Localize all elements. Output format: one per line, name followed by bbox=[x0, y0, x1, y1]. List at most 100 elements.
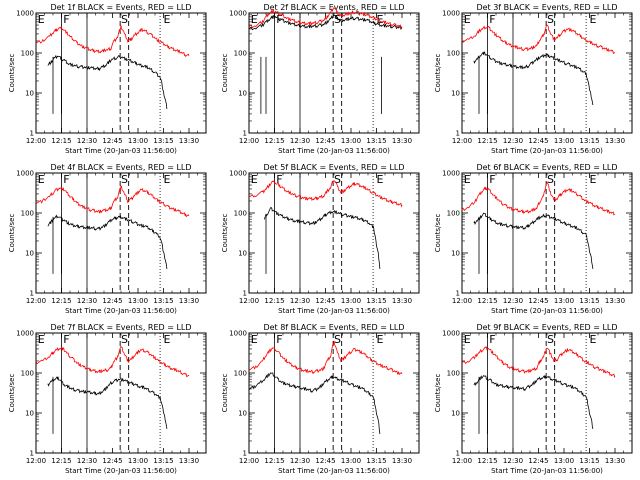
y-axis-label: Counts/sec bbox=[8, 214, 16, 253]
panel-det-7: Det 7f BLACK = Events, RED = LLD 1 10 100 10… bbox=[8, 323, 207, 475]
x-tick-label: 13:00 bbox=[341, 297, 361, 305]
x-axis-label: Start Time (20-Jan-03 11:56:00) bbox=[278, 147, 390, 155]
x-tick-label: 12:15 bbox=[264, 137, 284, 145]
marker-label: S bbox=[547, 13, 554, 26]
panel-title: Det 3f BLACK = Events, RED = LLD bbox=[476, 3, 617, 12]
x-tick-label: 12:00 bbox=[239, 297, 259, 305]
marker-label: S bbox=[334, 173, 341, 186]
y-axis-label: Counts/sec bbox=[434, 214, 442, 253]
y-axis-label: Counts/sec bbox=[8, 374, 16, 413]
series-lld bbox=[248, 340, 403, 376]
x-tick-label: 12:30 bbox=[503, 297, 523, 305]
x-axis-label: Start Time (20-Jan-03 11:56:00) bbox=[491, 307, 603, 315]
y-axis-label: Counts/sec bbox=[434, 54, 442, 93]
marker-label: F bbox=[489, 333, 495, 346]
y-axis-label: Counts/sec bbox=[221, 374, 229, 413]
y-tick-label: 1000 bbox=[16, 330, 34, 338]
x-axis-label: Start Time (20-Jan-03 11:56:00) bbox=[65, 307, 177, 315]
x-tick-label: 13:00 bbox=[128, 457, 148, 465]
panel-det-1: Det 1f BLACK = Events, RED = LLD 1 10 100 10… bbox=[8, 3, 207, 155]
series-events bbox=[473, 212, 594, 269]
x-tick-label: 12:15 bbox=[477, 137, 497, 145]
x-tick-label: 12:15 bbox=[51, 297, 71, 305]
x-tick-label: 12:15 bbox=[477, 457, 497, 465]
y-tick-label: 10 bbox=[238, 250, 247, 258]
series-events bbox=[47, 214, 168, 269]
y-tick-label: 1000 bbox=[16, 10, 34, 18]
x-tick-label: 12:30 bbox=[77, 297, 97, 305]
x-tick-label: 12:45 bbox=[102, 457, 122, 465]
marker-label: F bbox=[63, 333, 69, 346]
y-tick-label: 100 bbox=[234, 210, 247, 218]
x-tick-label: 12:45 bbox=[528, 297, 548, 305]
x-tick-label: 12:00 bbox=[239, 137, 259, 145]
x-tick-label: 13:15 bbox=[366, 457, 386, 465]
y-tick-label: 1 bbox=[456, 290, 460, 298]
panel-det-3: Det 3f BLACK = Events, RED = LLD 1 10 100 10… bbox=[434, 3, 633, 155]
y-tick-label: 10 bbox=[238, 410, 247, 418]
y-tick-label: 10 bbox=[25, 250, 34, 258]
y-tick-label: 10 bbox=[238, 90, 247, 98]
marker-label: E bbox=[464, 173, 471, 186]
marker-label: F bbox=[63, 173, 69, 186]
marker-label: F bbox=[63, 13, 69, 26]
panel-title: Det 1f BLACK = Events, RED = LLD bbox=[50, 3, 191, 12]
marker-label: E bbox=[164, 173, 171, 186]
y-tick-label: 1 bbox=[243, 450, 247, 458]
y-tick-label: 100 bbox=[21, 50, 34, 58]
series-events bbox=[263, 207, 381, 269]
y-tick-label: 1 bbox=[243, 290, 247, 298]
series-lld bbox=[35, 25, 190, 57]
series-events bbox=[473, 51, 594, 106]
x-tick-label: 12:45 bbox=[102, 137, 122, 145]
marker-label: E bbox=[164, 13, 171, 26]
x-axis-label: Start Time (20-Jan-03 11:56:00) bbox=[65, 147, 177, 155]
y-tick-label: 100 bbox=[21, 370, 34, 378]
x-tick-label: 13:30 bbox=[605, 457, 625, 465]
y-tick-label: 100 bbox=[234, 370, 247, 378]
y-tick-label: 10 bbox=[25, 90, 34, 98]
x-tick-label: 13:15 bbox=[366, 137, 386, 145]
y-tick-label: 1 bbox=[30, 130, 34, 138]
series-events bbox=[47, 376, 168, 429]
panel-title: Det 2f BLACK = Events, RED = LLD bbox=[263, 3, 404, 12]
panel-title: Det 7f BLACK = Events, RED = LLD bbox=[50, 323, 191, 332]
y-tick-label: 1000 bbox=[442, 330, 460, 338]
marker-label: E bbox=[377, 173, 384, 186]
y-tick-label: 100 bbox=[447, 50, 460, 58]
x-tick-label: 13:00 bbox=[128, 297, 148, 305]
x-tick-label: 13:30 bbox=[392, 297, 412, 305]
marker-label: F bbox=[489, 13, 495, 26]
marker-label: E bbox=[590, 333, 597, 346]
y-tick-label: 1000 bbox=[229, 10, 247, 18]
marker-label: E bbox=[251, 333, 258, 346]
x-tick-label: 12:45 bbox=[528, 137, 548, 145]
x-tick-label: 13:00 bbox=[341, 137, 361, 145]
x-tick-label: 13:30 bbox=[605, 297, 625, 305]
y-tick-label: 1000 bbox=[16, 170, 34, 178]
series-events bbox=[248, 372, 381, 434]
x-tick-label: 12:45 bbox=[315, 137, 335, 145]
series-events bbox=[473, 374, 594, 430]
x-tick-label: 12:30 bbox=[290, 457, 310, 465]
x-tick-label: 12:00 bbox=[452, 457, 472, 465]
x-tick-label: 13:15 bbox=[153, 137, 173, 145]
series-lld bbox=[248, 180, 403, 208]
panel-title: Det 8f BLACK = Events, RED = LLD bbox=[263, 323, 404, 332]
marker-label: E bbox=[38, 173, 45, 186]
x-tick-label: 12:30 bbox=[503, 457, 523, 465]
y-tick-label: 10 bbox=[451, 90, 460, 98]
y-tick-label: 1 bbox=[243, 130, 247, 138]
x-tick-label: 13:30 bbox=[179, 137, 199, 145]
x-tick-label: 13:30 bbox=[605, 137, 625, 145]
x-tick-label: 12:00 bbox=[239, 457, 259, 465]
y-axis-label: Counts/sec bbox=[221, 214, 229, 253]
series-lld bbox=[461, 346, 616, 378]
x-tick-label: 12:00 bbox=[26, 137, 46, 145]
x-tick-label: 12:15 bbox=[51, 457, 71, 465]
series-lld bbox=[461, 181, 616, 216]
x-tick-label: 13:30 bbox=[179, 457, 199, 465]
marker-label: F bbox=[276, 173, 282, 186]
marker-label: F bbox=[276, 333, 282, 346]
y-tick-label: 1 bbox=[30, 290, 34, 298]
